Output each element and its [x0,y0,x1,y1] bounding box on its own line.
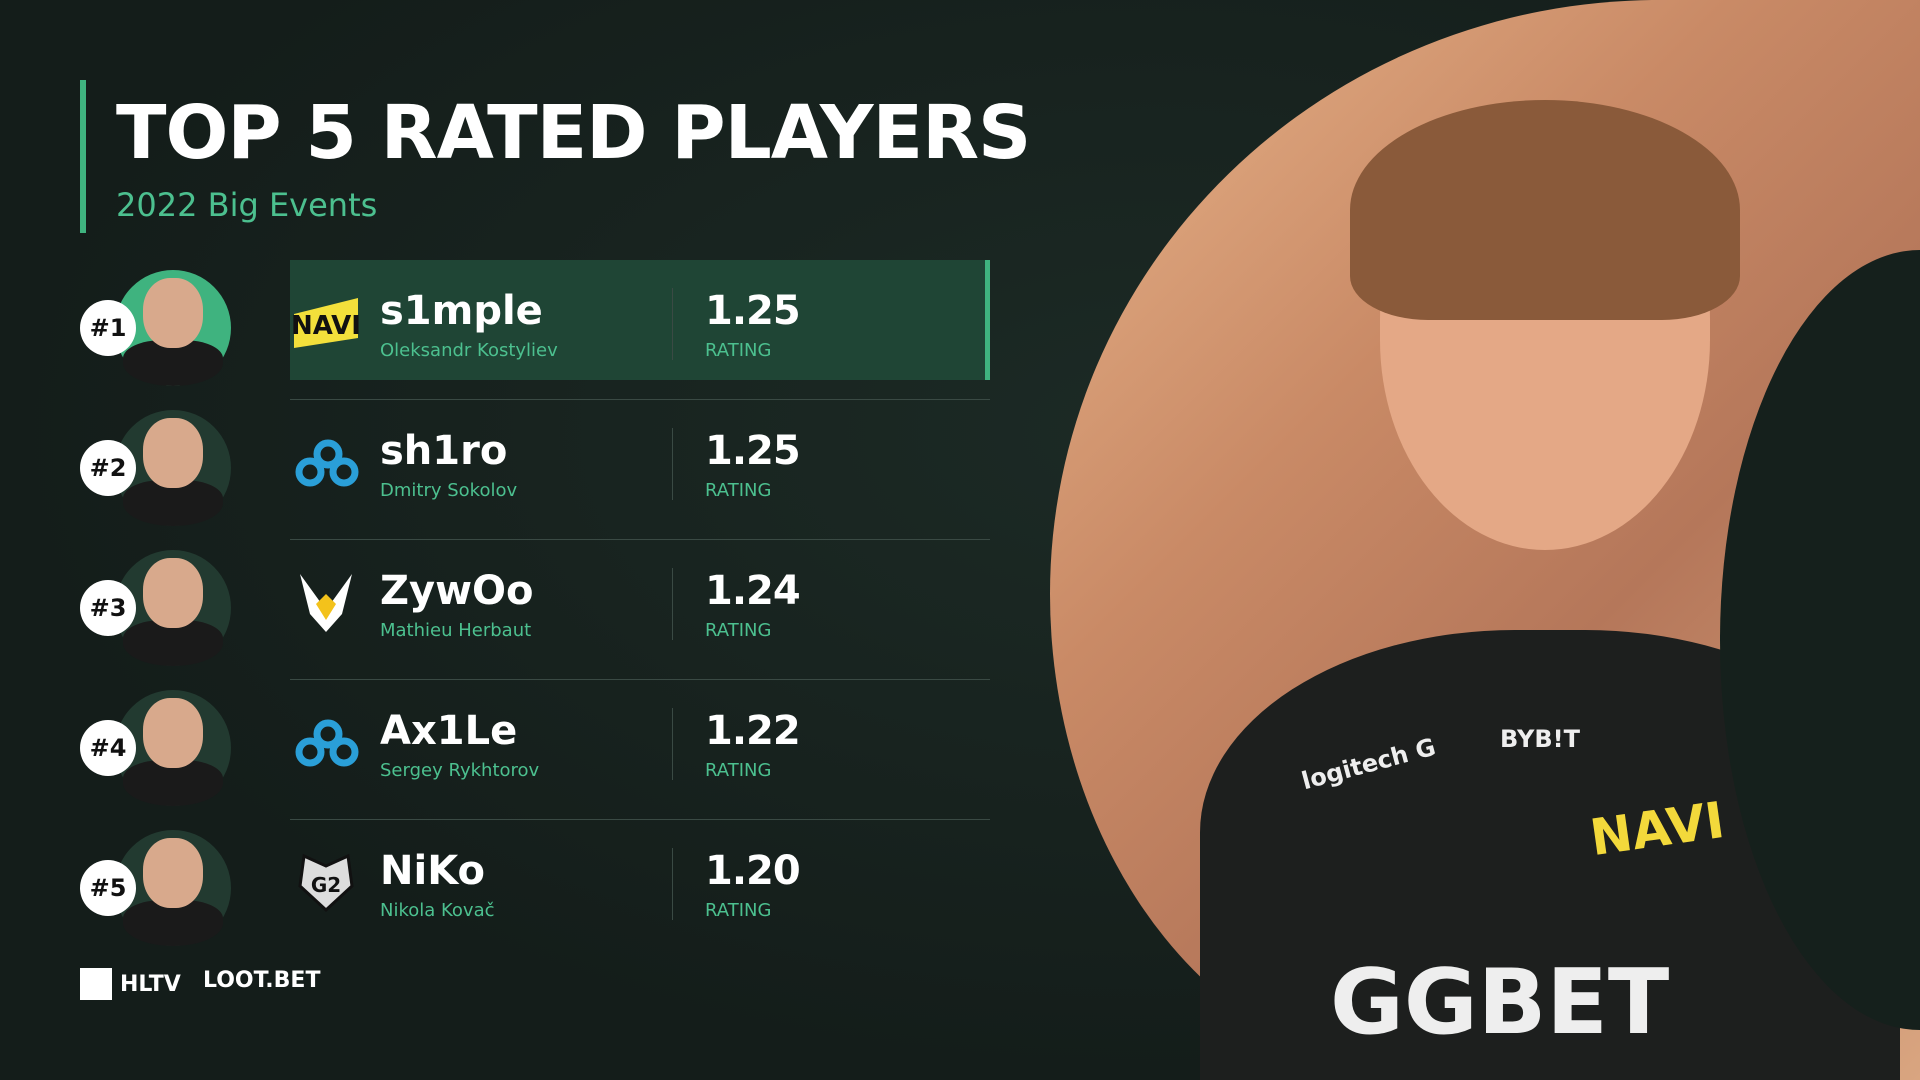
rating-label: RATING [705,620,772,641]
column-divider [672,568,673,640]
row-divider [290,539,990,540]
navi-logo: NAVI [290,290,362,354]
rating-value: 1.22 [705,708,801,754]
player-row: #1 NAVI s1mple Oleksandr Kostyliev 1.25 … [80,260,990,400]
player-real-name: Nikola Kovač [380,900,495,921]
rank-badge: #1 [80,300,136,356]
highlight-bar [290,260,990,380]
rating-value: 1.25 [705,428,801,474]
title-accent-bar [80,80,86,233]
player-row: #2 sh1ro Dmitry Sokolov 1.25 RATING [80,400,990,540]
player-real-name: Sergey Rykhtorov [380,760,540,781]
player-row: #3 ZywOo Mathieu Herbaut 1.24 RATING [80,540,990,680]
rating-label: RATING [705,340,772,361]
player-nickname: ZywOo [380,568,534,614]
svg-text:G2: G2 [311,873,341,897]
page-title: TOP 5 RATED PLAYERS [116,90,1031,176]
player-real-name: Dmitry Sokolov [380,480,518,501]
rank-badge: #3 [80,580,136,636]
rating-value: 1.20 [705,848,801,894]
column-divider [672,428,673,500]
column-divider [672,288,673,360]
g2-logo: G2 [290,850,362,914]
cloud9-logo [290,430,362,494]
hltv-text: HLTV [120,971,181,997]
lootbet-text: LOOT.BET [203,968,321,993]
player-row: #4 Ax1Le Sergey Rykhtorov 1.22 RATING [80,680,990,820]
hltv-logo: HLTV [80,968,181,1000]
rating-value: 1.25 [705,288,801,334]
rank-badge: #4 [80,720,136,776]
sponsor-bybit: BYB!T [1500,725,1580,753]
sponsor-ggbet: GGBET [1330,950,1670,1055]
player-row: #5 G2 NiKo Nikola Kovač 1.20 RATING [80,820,990,960]
player-nickname: s1mple [380,288,543,334]
row-divider [290,819,990,820]
row-divider [290,679,990,680]
cloud9-logo [290,710,362,774]
player-nickname: sh1ro [380,428,508,474]
column-divider [672,708,673,780]
column-divider [672,848,673,920]
vitality-logo [290,570,362,634]
player-real-name: Oleksandr Kostyliev [380,340,558,361]
page-subtitle: 2022 Big Events [116,186,378,224]
rating-label: RATING [705,760,772,781]
hltv-icon [80,968,112,1000]
player-nickname: NiKo [380,848,485,894]
rating-label: RATING [705,900,772,921]
lootbet-logo: LOOT.BET [203,968,320,993]
rank-badge: #5 [80,860,136,916]
row-divider [290,399,990,400]
player-hair [1350,100,1740,320]
rank-badge: #2 [80,440,136,496]
player-real-name: Mathieu Herbaut [380,620,532,641]
player-avatar [115,410,231,526]
rating-label: RATING [705,480,772,501]
rating-value: 1.24 [705,568,801,614]
svg-text:NAVI: NAVI [291,311,361,341]
player-nickname: Ax1Le [380,708,518,754]
